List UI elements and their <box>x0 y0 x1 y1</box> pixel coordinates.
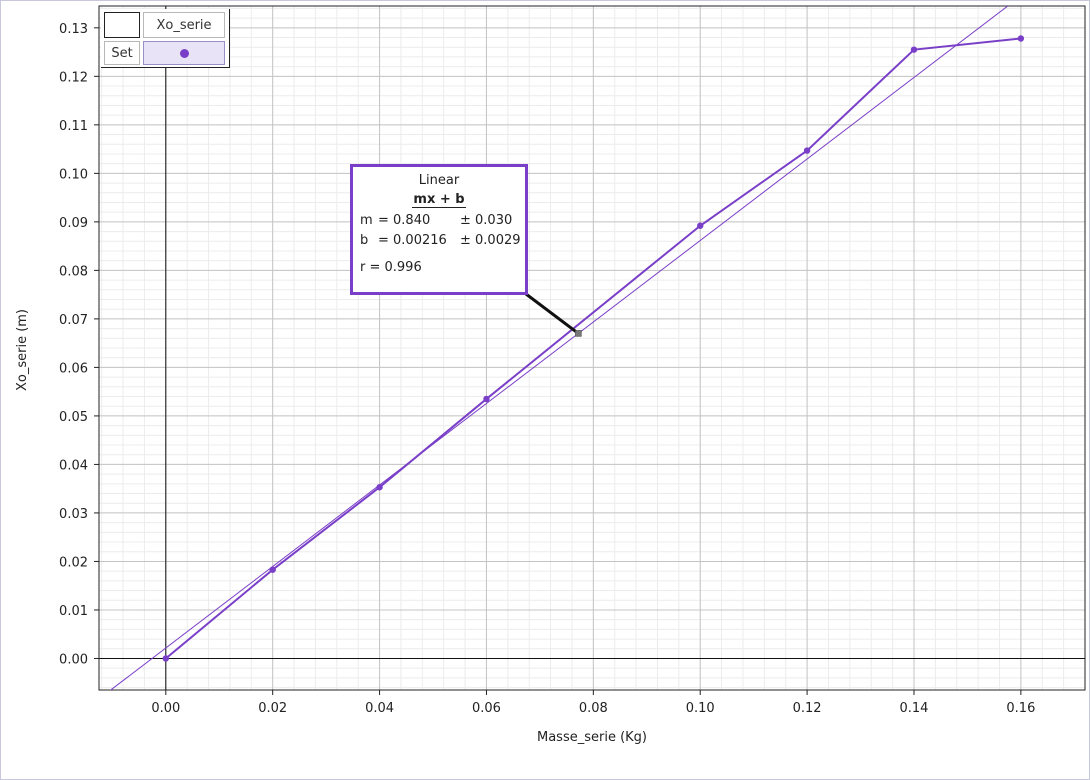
fit-box-leader <box>525 292 580 335</box>
legend-series-name[interactable]: Xo_serie <box>143 12 225 38</box>
fit-slope-value: = 0.840 <box>378 213 431 228</box>
y-tick-label: 0.10 <box>59 167 88 182</box>
y-axis-title: Xo_serie (m) <box>15 309 30 391</box>
x-tick-label: 0.10 <box>686 701 715 716</box>
x-tick-label: 0.04 <box>365 701 394 716</box>
y-tick-label: 0.00 <box>59 652 88 667</box>
fit-intercept-name: b <box>360 233 369 248</box>
fit-slope-error: ± 0.030 <box>460 213 513 228</box>
series-line <box>165 37 1021 660</box>
x-tick-label: 0.06 <box>472 701 501 716</box>
y-tick-label: 0.09 <box>59 216 88 231</box>
x-axis-title: Masse_serie (Kg) <box>537 730 647 745</box>
plot-border <box>98 5 1086 691</box>
fit-intercept-error: ± 0.0029 <box>460 233 521 248</box>
fit-anchor-handle[interactable] <box>575 330 582 337</box>
y-tick-label: 0.03 <box>59 507 88 522</box>
data-point <box>697 222 704 229</box>
fit-line <box>109 6 1009 690</box>
y-axis-ticks: 0.00 0.01 0.02 0.03 0.04 0.05 0.06 0.07 0.08 0.09… <box>59 22 99 667</box>
fit-title: Linear <box>418 173 460 188</box>
x-axis-ticks: 0.00 0.02 0.04 0.06 0.08 0.10 0.12 0.14 0.16 <box>151 690 1035 716</box>
legend-blank-cell <box>104 12 140 38</box>
fit-correlation: r = 0.996 <box>360 260 422 275</box>
fit-line-group <box>109 6 1009 690</box>
x-tick-label: 0.14 <box>900 701 929 716</box>
data-point <box>162 655 170 662</box>
x-tick-label: 0.16 <box>1006 701 1035 716</box>
data-point <box>1017 35 1025 42</box>
y-tick-label: 0.02 <box>59 555 88 570</box>
x-tick-label: 0.02 <box>258 701 287 716</box>
y-tick-label: 0.06 <box>59 361 88 376</box>
x-tick-label: 0.00 <box>151 701 180 716</box>
fit-slope-name: m <box>360 213 373 228</box>
data-point <box>269 566 276 573</box>
y-tick-label: 0.08 <box>59 264 88 279</box>
series-xo-serie <box>162 35 1025 662</box>
y-tick-label: 0.07 <box>59 313 88 328</box>
linear-fit-box[interactable]: Linear mx + b m = 0.840 ± 0.030 b = 0.00216… <box>350 164 528 295</box>
data-point <box>483 395 490 403</box>
y-tick-label: 0.11 <box>59 119 88 134</box>
data-point <box>376 484 383 491</box>
y-tick-label: 0.05 <box>59 410 88 425</box>
legend-dot-icon <box>179 48 189 58</box>
y-tick-label: 0.01 <box>59 604 88 619</box>
legend-series-symbol[interactable] <box>143 41 225 65</box>
minor-grid <box>99 6 1085 690</box>
y-tick-label: 0.13 <box>59 22 88 37</box>
fit-equation: mx + b <box>353 192 525 208</box>
y-tick-label: 0.12 <box>59 70 88 85</box>
y-tick-label: 0.04 <box>59 458 88 473</box>
legend-set-label: Set <box>104 41 140 65</box>
zero-axes <box>99 6 1085 690</box>
data-point <box>910 46 918 53</box>
fit-intercept-row: b = 0.00216 ± 0.0029 <box>360 233 521 248</box>
legend: Xo_serie Set <box>101 9 230 68</box>
data-point <box>803 147 811 154</box>
x-tick-label: 0.12 <box>793 701 822 716</box>
fit-intercept-value: = 0.00216 <box>378 233 447 248</box>
fit-slope-row: m = 0.840 ± 0.030 <box>360 213 512 228</box>
fit-equation-text: mx + b <box>412 192 466 208</box>
x-tick-label: 0.08 <box>579 701 608 716</box>
